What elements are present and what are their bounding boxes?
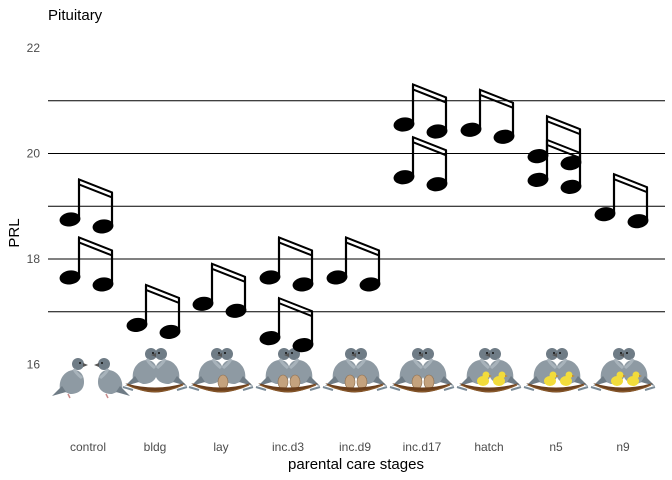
chick-icon xyxy=(493,371,508,386)
music-note-point xyxy=(393,135,448,192)
chick-icon xyxy=(477,371,492,386)
y-tick-label: 16 xyxy=(27,358,41,372)
x-tick-label: lay xyxy=(213,440,228,454)
chart-title: Pituitary xyxy=(48,7,103,24)
pigeon-pair-nest-chicks-icon xyxy=(523,348,589,393)
y-tick-label: 22 xyxy=(27,41,41,55)
egg-icon xyxy=(217,374,229,390)
music-note-point xyxy=(594,172,649,229)
egg-icon xyxy=(411,374,423,390)
x-tick-label: inc.d3 xyxy=(272,440,304,454)
x-tick-label: bldg xyxy=(144,440,167,454)
x-tick-labels: control bldg lay inc.d3 inc.d9 inc.d17 hatch n5… xyxy=(70,440,630,454)
pigeon-icon xyxy=(52,358,88,396)
egg-icon xyxy=(344,374,356,390)
stage-icons xyxy=(52,348,656,399)
music-note-point xyxy=(393,83,448,139)
x-tick-label: hatch xyxy=(474,440,503,454)
pigeon-pair-nest-chicks-icon xyxy=(456,348,522,393)
music-note-point xyxy=(126,283,181,340)
pigeon-pair-nest-eggs-icon xyxy=(389,348,455,393)
egg-icon xyxy=(356,374,368,390)
chick-icon xyxy=(560,371,575,386)
music-note-point xyxy=(460,88,515,144)
egg-icon xyxy=(423,374,435,390)
pigeon-pair-nest-chicks-icon xyxy=(590,348,656,393)
x-axis-title: parental care stages xyxy=(288,456,424,473)
pigeon-icon xyxy=(151,348,187,386)
x-tick-label: inc.d9 xyxy=(339,440,371,454)
chick-icon xyxy=(611,371,626,386)
pigeon-icon xyxy=(94,358,130,396)
x-tick-label: inc.d17 xyxy=(403,440,442,454)
chick-icon xyxy=(627,371,642,386)
pigeon-icon xyxy=(284,348,320,386)
music-note-point xyxy=(259,296,314,353)
y-axis-title: PRL xyxy=(6,218,23,247)
music-note-point xyxy=(326,235,381,292)
music-note-point xyxy=(192,262,247,318)
pigeon-icon xyxy=(191,348,227,386)
pigeon-pair-nest-icon xyxy=(122,348,188,393)
pigeon-pair-nest-eggs-icon xyxy=(322,348,388,393)
y-tick-labels: 16 18 20 22 xyxy=(27,41,41,372)
x-tick-label: n5 xyxy=(549,440,563,454)
music-note-point xyxy=(527,114,582,171)
data-points xyxy=(59,83,649,353)
music-note-point xyxy=(59,235,114,292)
chick-icon xyxy=(544,371,559,386)
music-note-point xyxy=(59,177,114,234)
pigeon-pair-icon xyxy=(52,358,130,399)
y-tick-label: 18 xyxy=(27,252,41,266)
egg-icon xyxy=(289,374,301,390)
pigeon-pair-nest-eggs-icon xyxy=(255,348,321,393)
grid-layer xyxy=(48,100,665,313)
egg-icon xyxy=(277,374,289,390)
x-tick-label: control xyxy=(70,440,106,454)
pigeon-pair-nest-egg-icon xyxy=(188,348,254,393)
pigeon-icon xyxy=(418,348,454,386)
y-tick-label: 20 xyxy=(27,147,41,161)
x-tick-label: n9 xyxy=(616,440,630,454)
pigeon-icon xyxy=(351,348,387,386)
music-note-point xyxy=(259,235,314,292)
